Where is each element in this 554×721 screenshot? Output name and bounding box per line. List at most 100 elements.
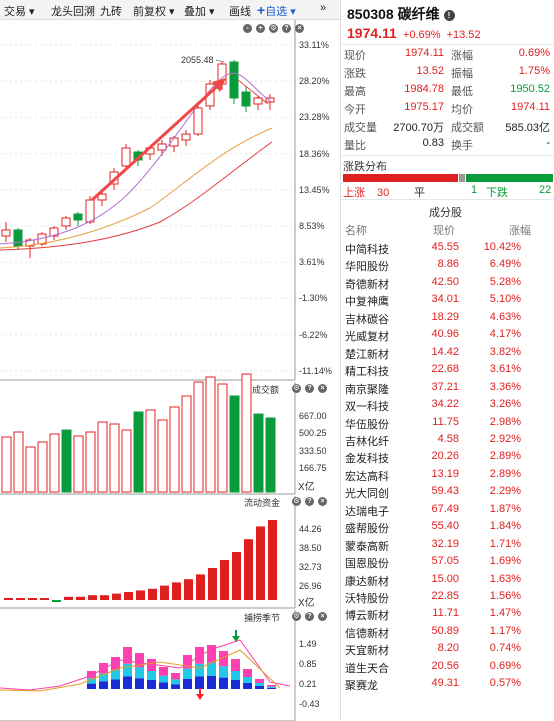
flow-bar [100,595,109,600]
season-bar [207,662,216,676]
help-icon[interactable]: ? [305,384,314,393]
volume-bar [217,383,228,493]
header-name[interactable]: 名称 [345,225,367,237]
chart-area[interactable]: 交易 ▾ 龙头回溯 九砖 前复权 ▾ 叠加 ▾ 画线 +自选 ▾ » - + ⚙… [0,0,340,721]
settings-icon[interactable]: ⚙ [292,612,301,621]
stock-row[interactable]: 金发科技 20.26 2.89% [341,448,554,465]
add-watchlist-label: 自选 [265,6,288,18]
toolbar-trade-menu[interactable]: 交易 ▾ [4,6,35,18]
flow-bar [220,560,229,600]
price-axis-label: 3.61% [299,257,325,268]
candle-body [181,133,191,141]
toolbar-draw-line[interactable]: 画线 [229,6,251,18]
season-bar [147,659,156,671]
help-icon[interactable]: ? [305,497,314,506]
close-icon[interactable]: × [318,612,327,621]
header-price[interactable]: 现价 [433,225,455,237]
stock-row[interactable]: 楚江新材 14.42 3.82% [341,344,554,361]
stock-name: 华伍股份 [345,418,389,431]
stock-name: 聚赛龙 [345,680,378,693]
stock-row[interactable]: 蒙泰高新 32.19 1.71% [341,536,554,553]
header-change[interactable]: 涨幅 [509,225,531,237]
flow-bar [184,579,193,600]
stock-row[interactable]: 光大同创 59.43 2.29% [341,483,554,500]
season-bar [123,663,132,677]
zoom-in-icon[interactable]: + [256,24,265,33]
flow-axis-label: 44.26 [299,524,322,534]
stock-price: 45.55 [431,241,459,253]
stock-price: 14.42 [431,345,459,358]
toolbar-leader-backtrack[interactable]: 龙头回溯 [51,6,95,18]
add-watchlist-button[interactable]: +自选 ▾ [257,2,296,18]
stock-row[interactable]: 中复神鹰 34.01 5.10% [341,291,554,308]
stock-row[interactable]: 吉林碳谷 18.29 4.63% [341,309,554,326]
season-axis-label: -0.43 [299,699,320,709]
season-bar [171,684,180,689]
candle-body [25,239,35,247]
close-icon[interactable]: × [318,497,327,506]
stock-row[interactable]: 博云新材 11.71 1.47% [341,605,554,622]
stock-row[interactable]: 奇德新材 42.50 5.28% [341,274,554,291]
stock-row[interactable]: 宏达高科 13.19 2.89% [341,466,554,483]
stock-row[interactable]: 吉林化纤 4.58 2.92% [341,431,554,448]
up-count-label: 上涨 30 [343,187,390,199]
stock-row[interactable]: 沃特股份 22.85 1.56% [341,588,554,605]
quote-label: 量比 [344,140,366,152]
quote-value: 0.69% [518,47,550,59]
close-icon[interactable]: × [318,384,327,393]
season-bar [255,679,264,683]
stock-row[interactable]: 精工科技 22.68 3.61% [341,361,554,378]
close-icon[interactable]: × [295,24,304,33]
stock-row[interactable]: 天宜新材 8.20 0.74% [341,640,554,657]
toolbar-nine-bricks[interactable]: 九砖 [100,6,122,18]
stock-change: 0.74% [489,642,521,655]
stock-row[interactable]: 康达新材 15.00 1.63% [341,571,554,588]
stock-price: 55.40 [431,520,459,533]
stock-row[interactable]: 国恩股份 57.05 1.69% [341,553,554,570]
season-bar [99,663,108,674]
toolbar-adjust-menu[interactable]: 前复权 ▾ [133,6,175,18]
candle-body [229,61,239,99]
stock-row[interactable]: 盛帮股份 55.40 1.84% [341,518,554,535]
stock-row[interactable]: 华伍股份 11.75 2.98% [341,414,554,431]
season-bar [195,647,204,664]
stock-row[interactable]: 中简科技 45.55 10.42% [341,239,554,256]
volume-axis-label: 500.25 [299,428,327,439]
settings-icon[interactable]: ⚙ [292,384,301,393]
stock-change: 3.61% [489,363,521,376]
season-axis-label: 0.85 [299,659,317,669]
expand-icon[interactable]: » [320,2,327,14]
trend-arrow [90,80,224,202]
season-bar [255,686,264,689]
stock-name: 吉林碳谷 [345,313,389,326]
volume-axis-label: 166.75 [299,463,327,474]
change-percent: +0.69% [402,29,441,41]
stock-row[interactable]: 双一科技 34.22 3.26% [341,396,554,413]
toolbar-overlay-menu[interactable]: 叠加 ▾ [184,6,215,18]
season-bar [207,675,216,689]
help-icon[interactable]: ? [305,612,314,621]
season-bar [231,680,240,689]
flow-bar [76,596,85,600]
settings-icon[interactable]: ⚙ [292,497,301,506]
stock-row[interactable]: 华阳股份 8.86 6.49% [341,256,554,273]
stock-row[interactable]: 达瑞电子 67.49 1.87% [341,501,554,518]
stock-row[interactable]: 道生天合 20.56 0.69% [341,658,554,675]
stock-row[interactable]: 南京聚隆 37.21 3.36% [341,379,554,396]
collapse-icon[interactable]: - [243,24,252,33]
stock-change: 1.71% [489,537,521,550]
season-bar [159,675,168,683]
volume-bar [265,417,276,493]
stock-price: 8.20 [437,642,459,655]
volume-axis-label: 667.00 [299,411,327,421]
sell-signal-arrow [232,630,240,642]
flow-bar [172,582,181,600]
stock-row[interactable]: 聚赛龙 49.31 0.57% [341,675,554,692]
stock-row[interactable]: 信德新材 50.89 1.17% [341,623,554,640]
info-icon[interactable]: ! [443,10,455,21]
stock-name: 双一科技 [345,401,389,414]
stock-row[interactable]: 光威复材 40.96 4.17% [341,326,554,343]
settings-icon[interactable]: ⚙ [269,24,278,33]
down-count-label: 下跌 [486,187,508,199]
help-icon[interactable]: ? [282,24,291,33]
